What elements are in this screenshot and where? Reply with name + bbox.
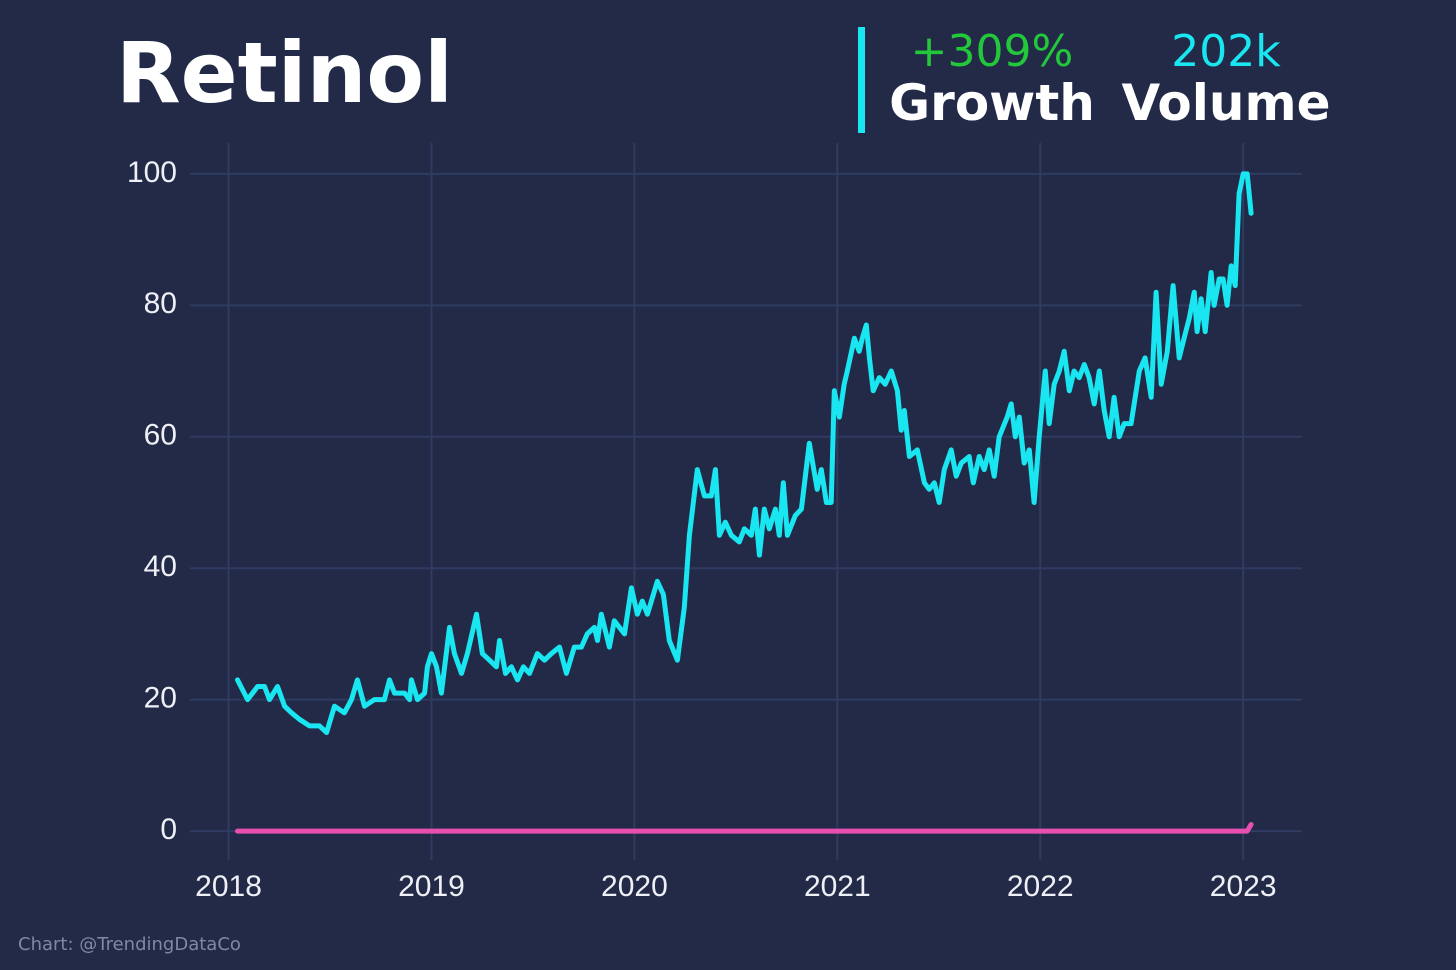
stat-value: 202k: [1171, 26, 1281, 77]
x-tick-label: 2021: [804, 870, 871, 903]
x-tick-label: 2019: [398, 870, 465, 903]
x-tick-label: 2020: [601, 870, 668, 903]
credit: Chart: @TrendingDataCo: [18, 934, 241, 955]
y-tick-label: 80: [144, 287, 177, 320]
data-line: [235, 171, 1254, 735]
y-tick-label: 40: [144, 550, 177, 583]
stat-label: Growth: [889, 74, 1095, 132]
data-line: [235, 822, 1254, 834]
chart-title: Retinol: [116, 24, 453, 122]
y-tick-label: 20: [144, 682, 177, 715]
x-tick-label: 2018: [195, 870, 262, 903]
stat-value: +309%: [911, 26, 1074, 77]
x-tick-label: 2023: [1210, 870, 1277, 903]
y-tick-label: 60: [144, 419, 177, 452]
header-divider: [858, 27, 865, 133]
y-tick-label: 0: [160, 813, 177, 846]
stat-label: Volume: [1121, 74, 1330, 132]
y-tick-label: 100: [127, 156, 177, 189]
x-tick-label: 2022: [1007, 870, 1074, 903]
